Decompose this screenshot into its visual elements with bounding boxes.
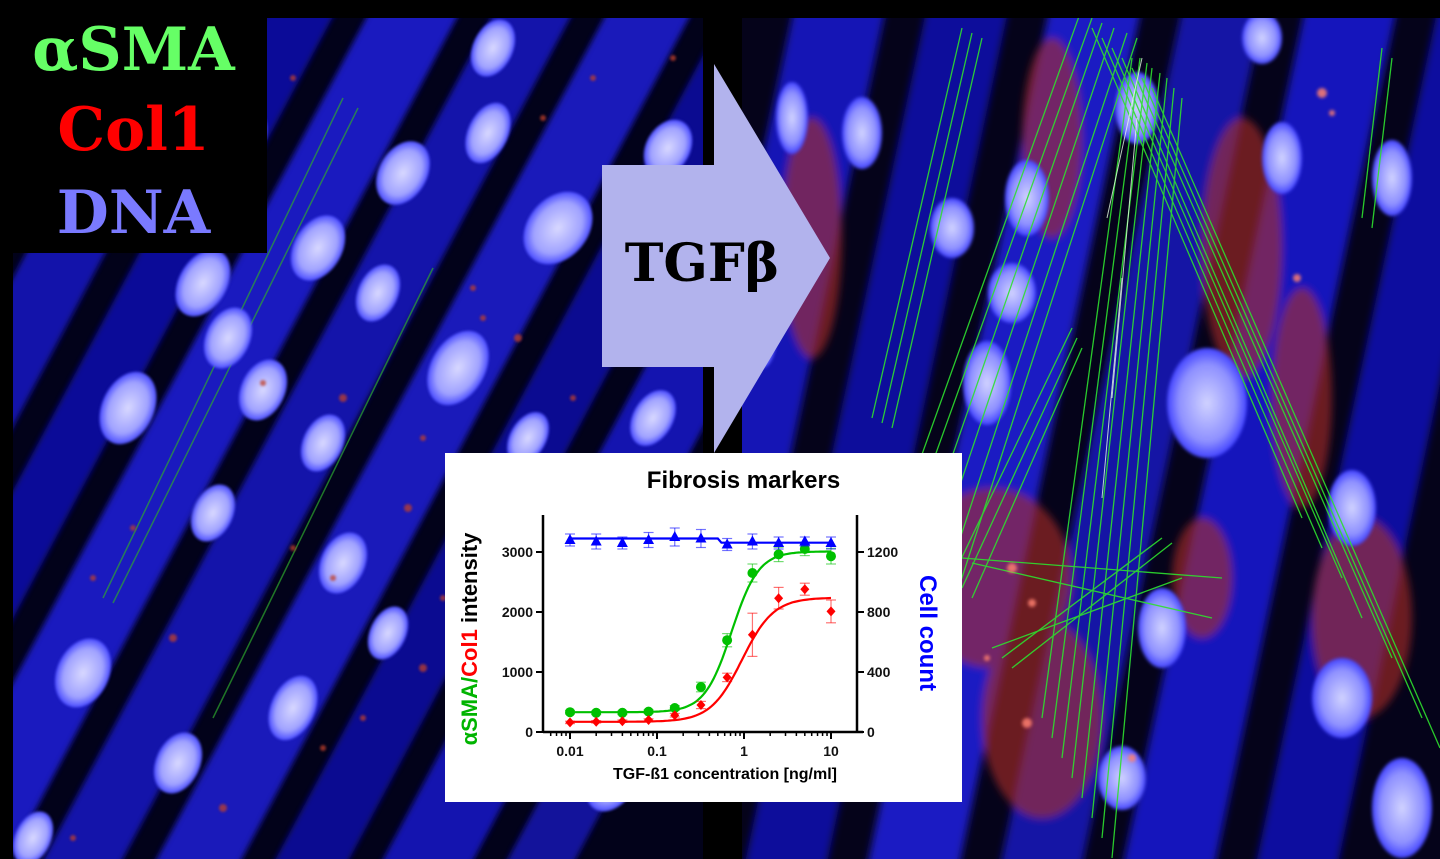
- y-left-tick-label: 1000: [502, 664, 533, 680]
- ylabel-intensity: intensity: [457, 532, 482, 630]
- y-left-tick-label: 3000: [502, 544, 533, 560]
- y-axis-left-label: αSMA/Col1 intensity: [455, 489, 485, 789]
- chart-plot-area: 0 1000 2000 3000 0 400 800 1200 0.01 0.1 1 10: [502, 515, 898, 759]
- x-tick-label: 1: [740, 743, 748, 759]
- dose-response-chart: Fibrosis markers 0 1000 2000 3000 0 400 800 120…: [445, 453, 962, 802]
- y-left-tick-label: 0: [525, 724, 533, 740]
- y-right-tick-label: 0: [867, 724, 875, 740]
- ylabel-asma: αSMA: [457, 682, 482, 746]
- ylabel-slash: /: [457, 676, 482, 683]
- chart-title: Fibrosis markers: [646, 467, 841, 494]
- y-right-tick-label: 800: [867, 604, 891, 620]
- legend-dna-label: DNA: [56, 178, 211, 248]
- y-right-tick-label: 400: [867, 664, 891, 680]
- series--sma: [565, 541, 836, 718]
- x-tick-label: 10: [823, 743, 839, 759]
- ylabel-cell-count: Cell count: [914, 574, 941, 692]
- series-cell-count: [564, 527, 837, 552]
- ylabel-col1: Col1: [457, 629, 482, 677]
- x-tick-label: 0.1: [647, 743, 667, 759]
- channel-legend: αSMA Col1 DNA: [0, 0, 267, 253]
- y-right-tick-label: 1200: [867, 544, 898, 560]
- y-axis-right-label: Cell count: [912, 533, 942, 733]
- x-tick-label: 0.01: [556, 743, 583, 759]
- legend-asma-label: αSMA: [32, 15, 235, 85]
- legend-col1-label: Col1: [57, 95, 210, 165]
- treatment-label: TGFβ: [624, 233, 780, 294]
- series-col-: [565, 582, 836, 728]
- x-axis-label: TGF-ß1 concentration [ng/ml]: [613, 766, 837, 783]
- y-left-tick-label: 2000: [502, 604, 533, 620]
- treatment-arrow-icon: [602, 64, 830, 453]
